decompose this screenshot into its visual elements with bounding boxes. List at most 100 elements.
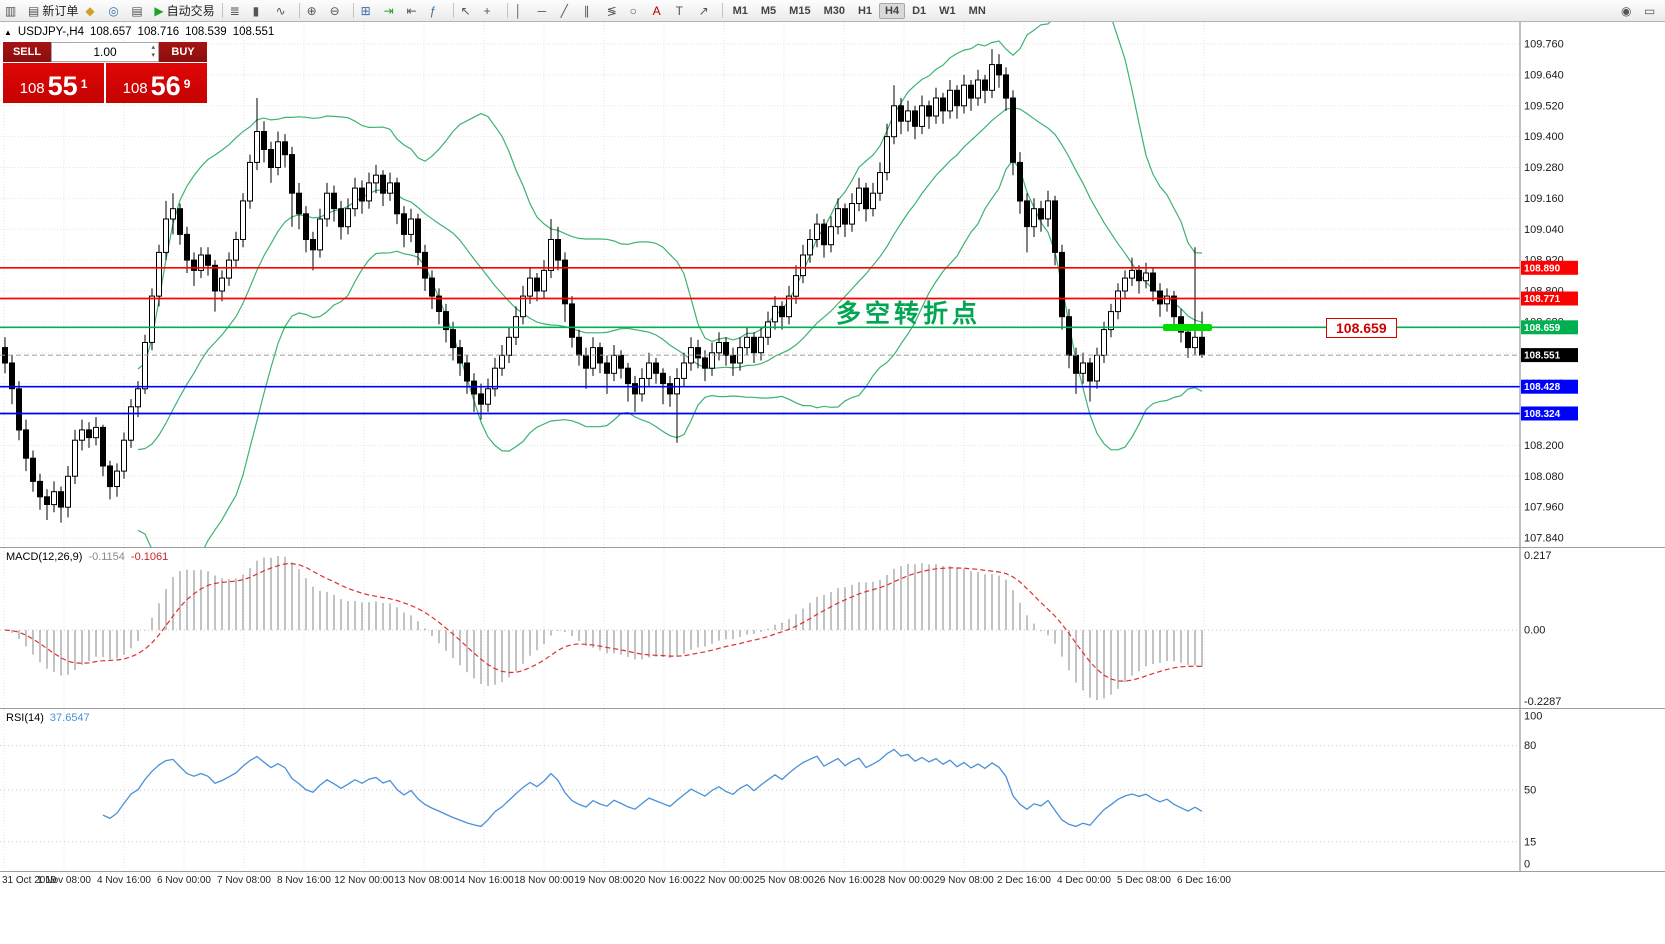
channel-button[interactable]: ∥ — [581, 2, 603, 20]
panel-separator[interactable] — [0, 708, 1665, 709]
panel-separator[interactable] — [0, 547, 1665, 548]
macd-signal-value: -0.1061 — [130, 551, 169, 563]
time-label: 22 Nov 00:00 — [694, 875, 754, 886]
market-watch-button[interactable]: ◎ — [105, 2, 127, 20]
buy-price-box[interactable]: 108 56 9 — [106, 63, 207, 103]
autotrading-button[interactable]: ▶ 自动交易 — [151, 2, 217, 20]
toolbar: ▥ ▤ 新订单 ◆ ◎ ▤ ▶ 自动交易 ≣ ▮ ∿ ⊕ ⊖ ⊞ ⇥ ⇤ ƒ ↖ + │ ─ ╱ ∥ ≶ ○ A T ↗ M1 M5 M15… — [0, 0, 1665, 22]
line-chart-button[interactable]: ∿ — [273, 2, 295, 20]
autotrading-button: ▶ — [154, 3, 164, 18]
chart-shift-button[interactable]: ⇤ — [404, 2, 426, 20]
zoom-out-button[interactable]: ⊖ — [327, 2, 349, 20]
svg-text:0.217: 0.217 — [1524, 550, 1552, 562]
label-icon: T — [675, 3, 683, 18]
timeframe-D1[interactable]: D1 — [912, 4, 927, 17]
rsi-line — [102, 748, 1203, 828]
toolbar-separator — [352, 3, 354, 18]
low-value: 108.539 — [185, 26, 227, 38]
symbols-button[interactable]: ◆ — [82, 2, 104, 20]
search-icon: ◉ — [1621, 3, 1632, 18]
bar-chart-button[interactable]: ≣ — [227, 2, 249, 20]
text-button[interactable]: A — [650, 2, 672, 20]
time-label: 18 Nov 00:00 — [514, 875, 574, 886]
charts-window-button[interactable]: ▥ — [2, 2, 24, 20]
toolbar-separator — [452, 3, 454, 18]
candlestick-chart-button[interactable]: ▮ — [250, 2, 272, 20]
rsi-panel[interactable]: 100 80 50 15 0 — [0, 709, 1665, 871]
sell-button[interactable]: SELL — [3, 42, 51, 62]
svg-text:109.760: 109.760 — [1524, 39, 1564, 51]
svg-text:50: 50 — [1524, 785, 1536, 797]
timeframe-H4[interactable]: H4 — [879, 2, 906, 19]
shapes-icon: ○ — [629, 3, 637, 18]
highlight-segment[interactable] — [1163, 324, 1212, 331]
time-label: 12 Nov 00:00 — [334, 875, 394, 886]
shapes-button[interactable]: ○ — [627, 2, 649, 20]
timeframe-H1[interactable]: H1 — [857, 4, 873, 17]
timeframe-M15[interactable]: M15 — [789, 4, 811, 17]
vertical-line-button[interactable]: │ — [512, 2, 534, 20]
time-label: 20 Nov 16:00 — [634, 875, 694, 886]
price-tag: 108.324 — [1521, 406, 1578, 421]
up-arrow-icon: ▲ — [4, 27, 12, 37]
svg-text:109.040: 109.040 — [1524, 224, 1564, 236]
timeframe-W1[interactable]: W1 — [939, 4, 956, 17]
zoom-in-button[interactable]: ⊕ — [304, 2, 326, 20]
time-axis[interactable]: 31 Oct 2019 1 Nov 08:00 4 Nov 16:00 6 Nov 0… — [0, 872, 1665, 889]
trendline-button[interactable]: ╱ — [558, 2, 580, 20]
timeframe-M5[interactable]: M5 — [760, 4, 777, 17]
buy-button[interactable]: BUY — [159, 42, 207, 62]
candle-series — [2, 49, 1205, 523]
main-chart[interactable]: 109.760 109.640 109.520 109.400 109.280 109.1… — [0, 22, 1665, 547]
time-label: 2 Dec 16:00 — [997, 875, 1051, 886]
search-button[interactable]: ◉ — [1618, 2, 1640, 20]
label-button[interactable]: T — [673, 2, 695, 20]
volume-input[interactable]: 1.00 ▴ ▾ — [51, 42, 159, 62]
price-tag: 108.428 — [1521, 379, 1578, 394]
new-window-icon: ▭ — [1644, 3, 1656, 18]
tile-windows-button[interactable]: ⊞ — [358, 2, 380, 20]
fibonacci-button[interactable]: ≶ — [604, 2, 626, 20]
charts-window-icon: ▥ — [5, 3, 17, 18]
close-value: 108.551 — [232, 26, 275, 38]
stepper-down-icon[interactable]: ▾ — [151, 52, 155, 59]
rsi-value: 37.6547 — [49, 712, 90, 724]
text-icon: A — [652, 3, 661, 18]
volume-value: 1.00 — [93, 45, 117, 59]
timeframe-M1[interactable]: M1 — [732, 4, 748, 17]
timeframe-MN[interactable]: MN — [968, 4, 986, 17]
new-window-button[interactable]: ▭ — [1641, 2, 1663, 20]
volume-stepper[interactable]: ▴ ▾ — [151, 44, 155, 60]
macd-panel[interactable]: 0.217 0.00 -0.2287 — [0, 548, 1665, 708]
svg-text:108.551: 108.551 — [1524, 351, 1561, 362]
fibonacci-icon: ≶ — [606, 3, 617, 18]
arrows-button[interactable]: ↗ — [696, 2, 718, 20]
time-label: 6 Dec 16:00 — [1177, 875, 1231, 886]
auto-scroll-button[interactable]: ⇥ — [381, 2, 403, 20]
new-order-button[interactable]: ▤ 新订单 — [25, 2, 81, 20]
channel-icon: ∥ — [583, 3, 590, 18]
timeframe-M30[interactable]: M30 — [823, 4, 845, 17]
price-callout-label[interactable]: 108.659 — [1326, 318, 1397, 338]
sell-price-box[interactable]: 108 55 1 — [3, 63, 104, 103]
horizontal-line-button[interactable]: ─ — [535, 2, 557, 20]
cursor-button[interactable]: ↖ — [458, 2, 480, 20]
chart-annotation-text[interactable]: 多空转折点 — [836, 300, 982, 328]
svg-text:108.890: 108.890 — [1524, 263, 1561, 274]
toolbar-separator — [506, 3, 508, 18]
svg-text:109.640: 109.640 — [1524, 69, 1564, 81]
stepper-up-icon[interactable]: ▴ — [151, 44, 155, 51]
price-tag: 108.771 — [1521, 291, 1578, 306]
crosshair-button[interactable]: + — [481, 2, 503, 20]
time-label: 19 Nov 08:00 — [574, 875, 634, 886]
svg-text:109.400: 109.400 — [1524, 131, 1564, 143]
svg-text:108.428: 108.428 — [1524, 382, 1561, 393]
time-label: 28 Nov 00:00 — [874, 875, 934, 886]
time-label: 14 Nov 16:00 — [454, 875, 514, 886]
price-tag: 108.659 — [1521, 320, 1578, 335]
trendline-icon: ╱ — [560, 3, 568, 18]
print-button[interactable]: ▤ — [128, 2, 150, 20]
line-chart-icon: ∿ — [275, 3, 286, 18]
symbol-ohlc-header: ▲ USDJPY-,H4 108.657 108.716 108.539 108… — [4, 26, 274, 38]
indicators-button[interactable]: ƒ — [427, 2, 449, 20]
